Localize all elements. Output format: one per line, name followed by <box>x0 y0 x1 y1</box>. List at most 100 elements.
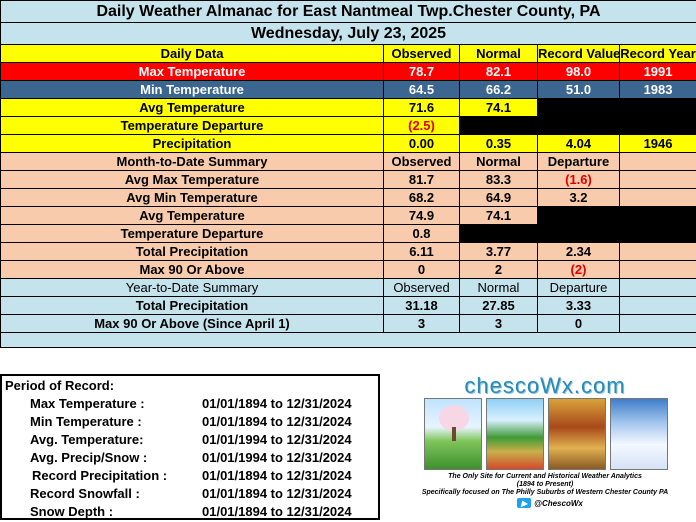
max-temp-record: 98.0 <box>538 63 620 81</box>
min-temp-label: Min Temperature <box>1 81 384 99</box>
twitter-bird-icon: ▶ <box>517 498 531 508</box>
mtd-header-label: Month-to-Date Summary <box>1 153 384 171</box>
precip-record: 4.04 <box>538 135 620 153</box>
por-range: 01/01/1894 to 12/31/2024 <box>202 486 352 501</box>
por-range: 01/01/1894 to 12/31/2024 <box>202 504 352 519</box>
spacer-row <box>1 333 696 348</box>
por-range: 01/01/1994 to 12/31/2024 <box>202 450 352 465</box>
mtd-header-row: Month-to-Date Summary Observed Normal De… <box>1 153 696 171</box>
period-of-record-box: Period of Record: Max Temperature : 01/0… <box>0 374 380 520</box>
logo-handle: @ChescoWx <box>534 499 583 508</box>
daily-header-observed: Observed <box>384 45 460 63</box>
mtd-total-precip-observed: 6.11 <box>384 243 460 261</box>
daily-row-departure: Temperature Departure (2.5) <box>1 117 696 135</box>
temp-departure-observed: (2.5) <box>384 117 460 135</box>
blackout-cell <box>538 207 696 225</box>
mtd-temp-dep-label: Temperature Departure <box>1 225 384 243</box>
mtd-row-total-precip: Total Precipitation 6.11 3.77 2.34 <box>1 243 696 261</box>
min-temp-normal: 66.2 <box>460 81 538 99</box>
almanac-table: Daily Weather Almanac for East Nantmeal … <box>0 0 696 348</box>
mtd-avg-min-departure: 3.2 <box>538 189 620 207</box>
mtd-row-avg-temp: Avg Temperature 74.9 74.1 <box>1 207 696 225</box>
por-range: 01/01/1994 to 12/31/2024 <box>202 432 352 447</box>
logo-years: (1894 to Present) <box>400 481 690 488</box>
por-row: Min Temperature : 01/01/1894 to 12/31/20… <box>2 414 382 432</box>
mtd-avg-temp-normal: 74.1 <box>460 207 538 225</box>
daily-header-record-value: Record Value <box>538 45 620 63</box>
por-label: Avg. Precip/Snow : <box>30 450 147 465</box>
mtd-row-max90: Max 90 Or Above 0 2 (2) <box>1 261 696 279</box>
empty-cell <box>620 189 696 207</box>
por-label: Record Snowfall : <box>30 486 140 501</box>
mtd-row-temp-dep: Temperature Departure 0.8 <box>1 225 696 243</box>
ytd-header-departure: Departure <box>538 279 620 297</box>
mtd-avg-min-label: Avg Min Temperature <box>1 189 384 207</box>
ytd-header-row: Year-to-Date Summary Observed Normal Dep… <box>1 279 696 297</box>
mtd-temp-dep-observed: 0.8 <box>384 225 460 243</box>
daily-row-avg-temp: Avg Temperature 71.6 74.1 <box>1 99 696 117</box>
precip-year: 1946 <box>620 135 696 153</box>
empty-cell <box>620 261 696 279</box>
ytd-max90-normal: 3 <box>460 315 538 333</box>
mtd-row-avg-min: Avg Min Temperature 68.2 64.9 3.2 <box>1 189 696 207</box>
blackout-cell <box>538 99 696 117</box>
por-label: Avg. Temperature: <box>30 432 143 447</box>
almanac-date: Wednesday, July 23, 2025 <box>1 23 696 45</box>
max-temp-observed: 78.7 <box>384 63 460 81</box>
empty-cell <box>620 243 696 261</box>
max-temp-label: Max Temperature <box>1 63 384 81</box>
mtd-max90-observed: 0 <box>384 261 460 279</box>
logo-tagline: The Only Site for Current and Historical… <box>400 473 690 480</box>
empty-cell <box>620 315 696 333</box>
empty-cell <box>620 171 696 189</box>
mtd-max90-label: Max 90 Or Above <box>1 261 384 279</box>
avg-temp-normal: 74.1 <box>460 99 538 117</box>
por-range: 01/01/1894 to 12/31/2024 <box>202 468 352 483</box>
min-temp-observed: 64.5 <box>384 81 460 99</box>
por-range: 01/01/1894 to 12/31/2024 <box>202 396 352 411</box>
ytd-header-observed: Observed <box>384 279 460 297</box>
mtd-header-normal: Normal <box>460 153 538 171</box>
daily-row-min-temp: Min Temperature 64.5 66.2 51.0 1983 <box>1 81 696 99</box>
ytd-row-max90: Max 90 Or Above (Since April 1) 3 3 0 <box>1 315 696 333</box>
por-label: Max Temperature : <box>30 396 145 411</box>
por-row: Max Temperature : 01/01/1894 to 12/31/20… <box>2 396 382 414</box>
mtd-total-precip-label: Total Precipitation <box>1 243 384 261</box>
ytd-total-precip-observed: 31.18 <box>384 297 460 315</box>
chescowx-logo: chescoWx.com <box>400 372 690 400</box>
empty-cell <box>620 279 696 297</box>
por-label: Min Temperature : <box>30 414 142 429</box>
tree-trunk <box>452 427 456 441</box>
almanac-title: Daily Weather Almanac for East Nantmeal … <box>1 1 696 23</box>
daily-row-max-temp: Max Temperature 78.7 82.1 98.0 1991 <box>1 63 696 81</box>
avg-temp-observed: 71.6 <box>384 99 460 117</box>
precip-observed: 0.00 <box>384 135 460 153</box>
mtd-row-avg-max: Avg Max Temperature 81.7 83.3 (1.6) <box>1 171 696 189</box>
por-row: Snow Depth : 01/01/1894 to 12/31/2024 <box>2 504 382 522</box>
mtd-header-departure: Departure <box>538 153 620 171</box>
por-range: 01/01/1894 to 12/31/2024 <box>202 414 352 429</box>
mtd-avg-temp-observed: 74.9 <box>384 207 460 225</box>
ytd-header-label: Year-to-Date Summary <box>1 279 384 297</box>
mtd-max90-departure: (2) <box>538 261 620 279</box>
blackout-cell <box>460 117 696 135</box>
mtd-total-precip-normal: 3.77 <box>460 243 538 261</box>
precip-label: Precipitation <box>1 135 384 153</box>
mtd-avg-temp-label: Avg Temperature <box>1 207 384 225</box>
mtd-max90-normal: 2 <box>460 261 538 279</box>
max-temp-year: 1991 <box>620 63 696 81</box>
mtd-avg-max-normal: 83.3 <box>460 171 538 189</box>
min-temp-record: 51.0 <box>538 81 620 99</box>
mtd-header-observed: Observed <box>384 153 460 171</box>
blackout-cell <box>460 225 696 243</box>
mtd-avg-min-normal: 64.9 <box>460 189 538 207</box>
daily-header-normal: Normal <box>460 45 538 63</box>
mtd-avg-max-observed: 81.7 <box>384 171 460 189</box>
por-label: Snow Depth : <box>30 504 113 519</box>
empty-cell <box>620 297 696 315</box>
avg-temp-label: Avg Temperature <box>1 99 384 117</box>
autumn-season-image <box>548 398 606 470</box>
empty-cell <box>620 153 696 171</box>
mtd-avg-max-label: Avg Max Temperature <box>1 171 384 189</box>
min-temp-year: 1983 <box>620 81 696 99</box>
